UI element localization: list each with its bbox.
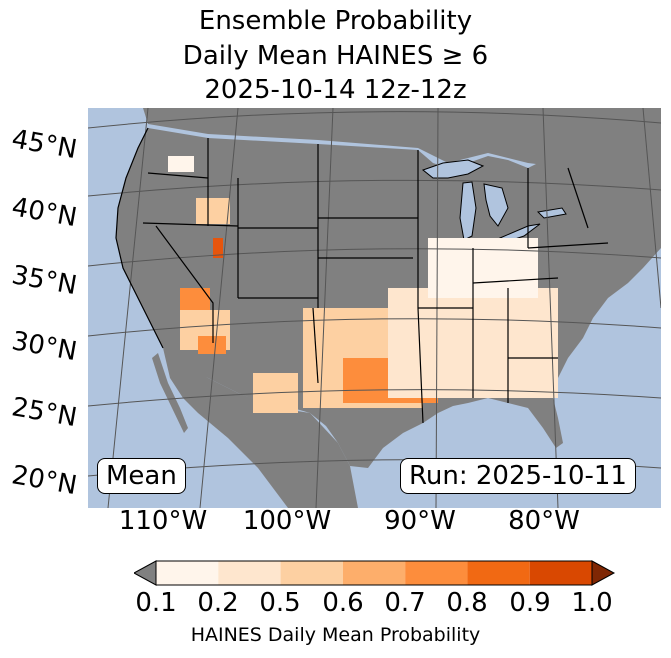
lat-label-25: 25°N — [9, 392, 80, 434]
colorbar-over-triangle — [591, 560, 616, 586]
colorbar-tick-7: 1.0 — [571, 588, 613, 618]
colorbar-tick-3: 0.6 — [322, 588, 364, 618]
lat-label-45: 45°N — [9, 124, 80, 166]
lat-label-35: 35°N — [9, 260, 80, 302]
lake-huron — [483, 183, 509, 227]
gridline-lon-100 — [315, 108, 334, 508]
baja-peninsula — [152, 353, 188, 433]
title-line-2: Daily Mean HAINES ≥ 6 — [182, 41, 489, 71]
lat-label-30: 30°N — [9, 326, 80, 368]
colorbar-cell-2 — [280, 561, 343, 585]
prob-cell-pnw — [168, 156, 194, 172]
lon-label-110: 110°W — [118, 506, 208, 536]
border-ny-pa — [567, 167, 589, 229]
conus-map — [88, 108, 661, 508]
border-nm-tx — [312, 307, 319, 384]
colorbar-under-triangle — [134, 560, 157, 586]
west-coast-line — [115, 127, 164, 349]
gridline-lat-35 — [88, 248, 661, 267]
lat-label-40: 40°N — [9, 192, 80, 234]
colorbar-tick-2: 0.5 — [259, 588, 301, 618]
colorbar-cell-6 — [529, 561, 592, 585]
colorbar-tick-5: 0.8 — [446, 588, 488, 618]
lon-label-80: 80°W — [508, 506, 580, 536]
gridline-lon-80 — [542, 108, 559, 508]
prob-cell-nevada — [180, 288, 210, 310]
colorbar — [134, 560, 616, 586]
gridline-lon-120 — [107, 108, 149, 508]
gridline-lat-40 — [88, 179, 661, 197]
title-line-1: Ensemble Probability — [198, 6, 473, 36]
colorbar-cell-3 — [342, 561, 406, 585]
border-or-nv — [142, 222, 239, 227]
colorbar-tick-1: 0.2 — [197, 588, 239, 618]
stat-label-box: Mean — [97, 458, 186, 494]
border-va-nc — [527, 242, 609, 249]
colorbar-tick-6: 0.9 — [509, 588, 551, 618]
colorbar-cell-5 — [467, 561, 530, 585]
border-or-wa — [147, 172, 209, 179]
prob-cell-idaho — [196, 198, 230, 224]
colorbar-cell-1 — [218, 561, 281, 585]
run-label-box: Run: 2025-10-11 — [400, 458, 636, 494]
title-line-3: 2025-10-14 12z-12z — [204, 75, 467, 105]
prob-cell-ohio-valley — [428, 238, 538, 298]
lake-michigan — [459, 181, 477, 241]
colorbar-cell-4 — [405, 561, 468, 585]
prob-cell-utah — [213, 238, 223, 258]
gridline-lat-25 — [88, 389, 661, 407]
colorbar-cell-0 — [156, 561, 219, 585]
gridline-lon-70 — [642, 108, 661, 309]
canada-landmass — [128, 108, 661, 178]
lon-label-100: 100°W — [242, 506, 332, 536]
gridline-lat-45 — [88, 111, 661, 129]
border-tn-ky — [472, 277, 559, 284]
border-ca-nv — [155, 225, 214, 343]
colorbar-tick-0: 0.1 — [135, 588, 177, 618]
colorbar-cells — [155, 560, 593, 586]
colorbar-label: HAINES Daily Mean Probability — [190, 624, 481, 646]
lon-label-90: 90°W — [384, 506, 456, 536]
state-boundaries — [115, 127, 609, 424]
colorbar-tick-4: 0.7 — [384, 588, 426, 618]
lake-ontario — [536, 207, 567, 219]
gridline-lon-110 — [199, 108, 239, 508]
gridline-lat-30 — [88, 318, 661, 337]
lat-label-20: 20°N — [9, 460, 80, 502]
prob-cell-az-hot — [198, 336, 226, 354]
